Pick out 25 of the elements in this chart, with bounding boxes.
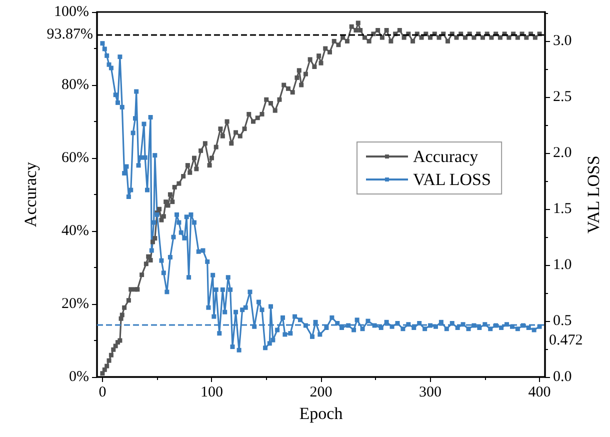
y2-tick-label: 1.5 xyxy=(553,201,572,218)
x-tick-label: 0 xyxy=(98,384,106,400)
y2-tick-label: 3.0 xyxy=(553,33,572,50)
x-axis-title: Epoch xyxy=(299,404,344,423)
y-tick-label: 60% xyxy=(62,150,89,166)
x-tick-label: 300 xyxy=(419,384,442,400)
y2-tick-label: 1.0 xyxy=(553,257,572,274)
y-axis-title: Accuracy xyxy=(21,161,40,228)
y-tick-label: 100% xyxy=(54,4,89,20)
y-tick-label: 0% xyxy=(69,369,89,385)
x-tick-label: 100 xyxy=(200,384,223,400)
y2-tick-label: 0.5 xyxy=(553,313,572,330)
ref-line-label: 93.87% xyxy=(46,26,93,42)
y2-tick-label: 0.0 xyxy=(553,369,572,385)
y2-tick-label: 2.5 xyxy=(553,89,572,106)
x-tick-label: 200 xyxy=(310,384,332,400)
y2-tick-label: 2.0 xyxy=(553,145,572,162)
y-tick-label: 80% xyxy=(62,77,89,93)
legend-label: Accuracy xyxy=(413,147,479,166)
y2-axis-title: VAL LOSS xyxy=(584,156,603,234)
y-tick-label: 20% xyxy=(62,296,89,312)
legend-label: VAL LOSS xyxy=(413,170,491,189)
ref-line-label: 0.472 xyxy=(549,332,583,348)
x-tick-label: 400 xyxy=(528,384,551,400)
y-tick-label: 40% xyxy=(62,223,89,239)
